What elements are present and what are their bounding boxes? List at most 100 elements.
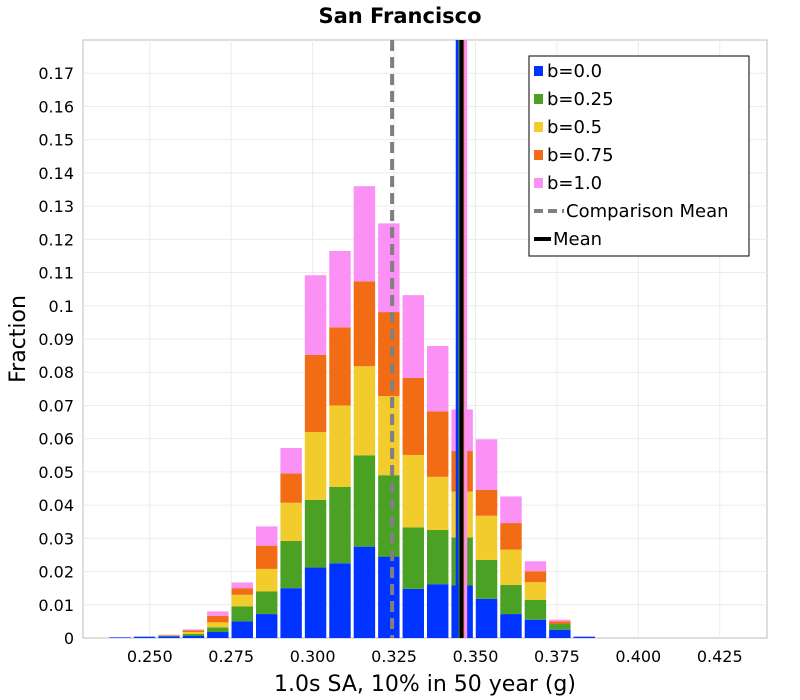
y-tick-label: 0.07 (38, 396, 74, 415)
bar-segment-b075 (500, 523, 522, 550)
y-tick-label: 0.09 (38, 330, 74, 349)
bar-segment-b10 (549, 619, 571, 622)
bar-segment-b05 (353, 366, 376, 456)
bar-segment-b075 (182, 630, 205, 633)
y-tick-label: 0.11 (38, 264, 74, 283)
bar-segment-b075 (353, 281, 376, 367)
y-tick-label: 0.08 (38, 363, 74, 382)
bar-segment-b00 (109, 637, 131, 638)
bar-segment-b00 (426, 584, 449, 638)
bar-segment-b10 (280, 447, 302, 474)
bar-segment-b00 (280, 588, 302, 638)
bar-segment-b10 (231, 582, 253, 589)
bar-segment-b00 (524, 619, 547, 638)
legend-label: Comparison Mean (566, 201, 729, 222)
bar-segment-b025 (329, 486, 351, 564)
bar-segment-b05 (500, 549, 522, 585)
legend-swatch (534, 94, 543, 104)
legend-label: Mean (553, 229, 602, 250)
bar-segment-b025 (353, 455, 376, 547)
bar-segment-b00 (549, 629, 571, 638)
y-axis-ticks: 0 0.01 0.02 0.03 0.04 0.05 0.06 0.07 0.08 0.09 0.1… (38, 64, 74, 648)
legend-label: b=0.0 (547, 61, 602, 82)
x-axis-ticks: 0.250 0.275 0.300 0.325 0.350 0.375 0.400 0.425 (127, 647, 743, 666)
legend-swatch (534, 66, 543, 76)
legend-label: b=0.25 (547, 89, 614, 110)
bar-segment-b05 (402, 454, 424, 528)
bar-segment-b00 (573, 636, 595, 638)
bar-segment-b05 (207, 622, 229, 628)
y-tick-label: 0.04 (38, 496, 74, 515)
bar-segment-b10 (402, 295, 424, 378)
bar-segment-b075 (207, 615, 229, 623)
x-axis-label: 1.0s SA, 10% in 50 year (g) (274, 672, 576, 697)
bar-segment-b10 (475, 439, 498, 490)
bar-segment-b00 (158, 636, 180, 638)
legend-box (528, 55, 750, 257)
chart-title: San Francisco (318, 4, 481, 28)
bar-segment-b00 (329, 563, 351, 638)
x-tick-label: 0.375 (534, 647, 580, 666)
bar-segment-b025 (182, 634, 205, 637)
bar-segment-b075 (475, 489, 498, 516)
legend: b=0.0 b=0.25 b=0.5 b=0.75 b=1.0 Comparison Me… (528, 55, 750, 257)
bar-segment-b05 (182, 632, 205, 635)
bar-segment-b00 (231, 621, 253, 638)
mean-lines-group (390, 40, 468, 638)
bar-segment-b00 (207, 632, 229, 638)
bar-segment-b00 (475, 598, 498, 638)
y-axis-label: Fraction (6, 295, 31, 383)
bar-segment-b025 (475, 559, 498, 599)
bar-segment-b05 (329, 405, 351, 487)
legend-swatch (534, 150, 543, 160)
x-tick-label: 0.325 (371, 647, 417, 666)
bar-segment-b075 (255, 545, 278, 569)
legend-label: b=1.0 (547, 173, 602, 194)
bar-segment-b025 (158, 635, 180, 637)
y-tick-label: 0.1 (49, 297, 74, 316)
bar-segment-b10 (426, 345, 449, 412)
bar-segment-b075 (402, 377, 424, 455)
y-tick-label: 0.03 (38, 529, 74, 548)
y-tick-label: 0.12 (38, 230, 74, 249)
y-tick-label: 0.17 (38, 64, 74, 83)
x-tick-label: 0.275 (208, 647, 254, 666)
bar-segment-b00 (378, 556, 400, 638)
y-tick-label: 0.06 (38, 430, 74, 449)
x-tick-label: 0.250 (127, 647, 173, 666)
bar-segment-b05 (231, 594, 253, 607)
bar-segment-b025 (402, 527, 424, 589)
bar-segment-b10 (207, 611, 229, 616)
bar-segment-b00 (304, 567, 327, 638)
bar-segment-b00 (500, 614, 522, 638)
bar-segment-b05 (524, 582, 547, 600)
bar-segment-b05 (475, 515, 498, 560)
legend-label: b=0.75 (547, 145, 614, 166)
bar-segment-b05 (255, 568, 278, 592)
bar-segment-b025 (304, 499, 327, 568)
bar-segment-b025 (549, 624, 571, 630)
bar-segment-b00 (133, 636, 156, 638)
bar-segment-b025 (378, 475, 400, 557)
bar-segment-b10 (524, 561, 547, 572)
bar-segment-b10 (182, 629, 205, 631)
bar-segment-b00 (182, 636, 205, 638)
bar-segment-b10 (255, 526, 278, 546)
bar-segment-b05 (378, 396, 400, 476)
bar-segment-b05 (280, 502, 302, 541)
bar-segment-b075 (231, 588, 253, 595)
y-tick-label: 0.15 (38, 131, 74, 150)
y-tick-label: 0.14 (38, 164, 74, 183)
y-tick-label: 0.01 (38, 596, 74, 615)
bar-segment-b025 (524, 599, 547, 620)
bar-segment-b10 (329, 250, 351, 328)
y-tick-label: 0 (64, 629, 74, 648)
bar-segment-b00 (255, 614, 278, 638)
bar-segment-b025 (426, 530, 449, 585)
y-tick-label: 0.05 (38, 463, 74, 482)
bar-segment-b025 (207, 627, 229, 633)
legend-swatch (534, 122, 543, 132)
grid-lines (83, 40, 767, 638)
bar-segment-b025 (231, 606, 253, 622)
